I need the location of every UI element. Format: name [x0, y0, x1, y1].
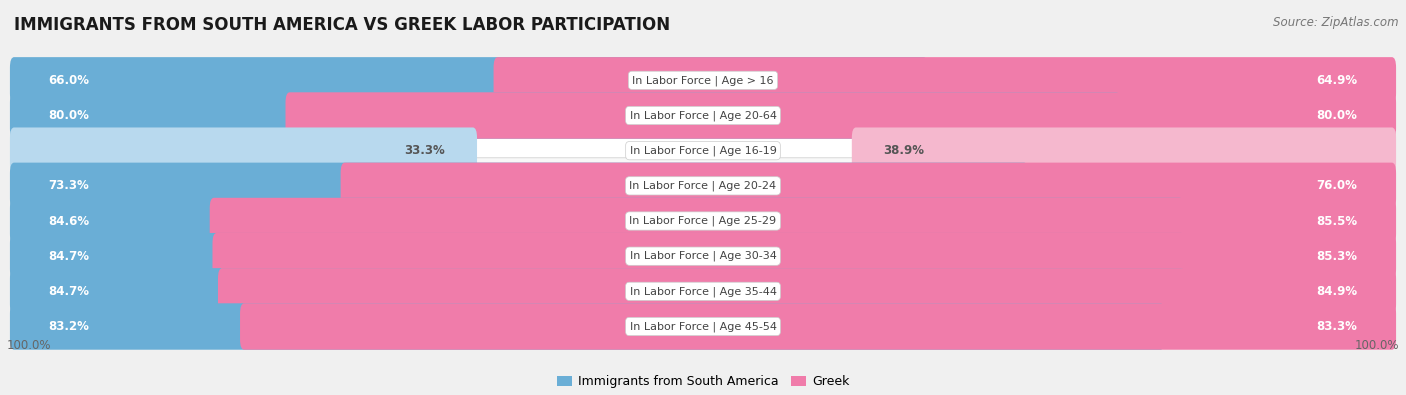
Text: 84.9%: 84.9%: [1316, 285, 1358, 298]
Text: 83.2%: 83.2%: [48, 320, 90, 333]
FancyBboxPatch shape: [340, 163, 1396, 209]
Text: In Labor Force | Age 35-44: In Labor Force | Age 35-44: [630, 286, 776, 297]
Text: In Labor Force | Age 20-24: In Labor Force | Age 20-24: [630, 181, 776, 191]
Text: 80.0%: 80.0%: [1316, 109, 1358, 122]
FancyBboxPatch shape: [0, 122, 1406, 179]
FancyBboxPatch shape: [852, 128, 1396, 174]
Text: 80.0%: 80.0%: [48, 109, 90, 122]
FancyBboxPatch shape: [209, 198, 1396, 244]
FancyBboxPatch shape: [285, 92, 1396, 139]
FancyBboxPatch shape: [10, 92, 1121, 139]
FancyBboxPatch shape: [212, 233, 1396, 279]
FancyBboxPatch shape: [218, 268, 1396, 314]
FancyBboxPatch shape: [0, 263, 1406, 320]
FancyBboxPatch shape: [10, 303, 1164, 350]
Text: In Labor Force | Age 30-34: In Labor Force | Age 30-34: [630, 251, 776, 261]
Text: IMMIGRANTS FROM SOUTH AMERICA VS GREEK LABOR PARTICIPATION: IMMIGRANTS FROM SOUTH AMERICA VS GREEK L…: [14, 16, 671, 34]
Text: 84.7%: 84.7%: [48, 250, 90, 263]
Text: In Labor Force | Age 20-64: In Labor Force | Age 20-64: [630, 110, 776, 121]
FancyBboxPatch shape: [0, 298, 1406, 355]
Text: In Labor Force | Age > 16: In Labor Force | Age > 16: [633, 75, 773, 86]
Text: 83.3%: 83.3%: [1316, 320, 1358, 333]
Text: In Labor Force | Age 16-19: In Labor Force | Age 16-19: [630, 145, 776, 156]
FancyBboxPatch shape: [0, 52, 1406, 109]
Text: 84.6%: 84.6%: [48, 214, 90, 228]
Text: 76.0%: 76.0%: [1316, 179, 1358, 192]
FancyBboxPatch shape: [10, 268, 1185, 314]
Text: 100.0%: 100.0%: [7, 339, 52, 352]
FancyBboxPatch shape: [10, 57, 928, 103]
FancyBboxPatch shape: [10, 163, 1028, 209]
FancyBboxPatch shape: [10, 233, 1185, 279]
FancyBboxPatch shape: [10, 128, 477, 174]
FancyBboxPatch shape: [494, 57, 1396, 103]
FancyBboxPatch shape: [0, 158, 1406, 214]
Text: 73.3%: 73.3%: [48, 179, 89, 192]
FancyBboxPatch shape: [0, 193, 1406, 249]
Text: 33.3%: 33.3%: [405, 144, 446, 157]
Text: In Labor Force | Age 45-54: In Labor Force | Age 45-54: [630, 321, 776, 332]
Text: 100.0%: 100.0%: [1354, 339, 1399, 352]
FancyBboxPatch shape: [0, 228, 1406, 284]
Text: 64.9%: 64.9%: [1316, 74, 1358, 87]
Text: 66.0%: 66.0%: [48, 74, 90, 87]
Text: Source: ZipAtlas.com: Source: ZipAtlas.com: [1274, 16, 1399, 29]
FancyBboxPatch shape: [10, 198, 1184, 244]
Text: 85.5%: 85.5%: [1316, 214, 1358, 228]
Text: 85.3%: 85.3%: [1316, 250, 1358, 263]
FancyBboxPatch shape: [240, 303, 1396, 350]
Text: 38.9%: 38.9%: [883, 144, 925, 157]
Text: In Labor Force | Age 25-29: In Labor Force | Age 25-29: [630, 216, 776, 226]
Legend: Immigrants from South America, Greek: Immigrants from South America, Greek: [551, 370, 855, 393]
Text: 84.7%: 84.7%: [48, 285, 90, 298]
FancyBboxPatch shape: [0, 87, 1406, 144]
